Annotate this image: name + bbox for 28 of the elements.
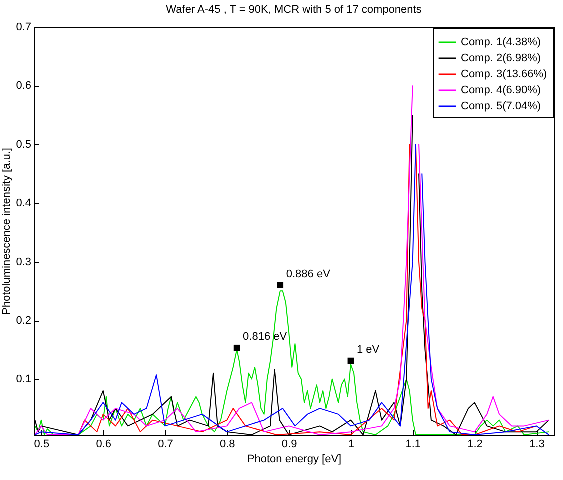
- x-tick-label: 0.6: [96, 438, 112, 450]
- y-tick-label: 0.1: [16, 374, 32, 386]
- legend-label: Comp. 5(7.04%): [461, 100, 542, 112]
- y-tick-label: 0.4: [16, 198, 32, 210]
- x-tick-label: 1: [348, 438, 355, 450]
- legend-label: Comp. 1(4.38%): [461, 36, 542, 48]
- y-tick-label: 0.3: [16, 256, 32, 268]
- x-tick-label: 1.1: [406, 438, 422, 450]
- y-tick-label: 0.5: [16, 138, 32, 151]
- legend-label: Comp. 2(6.98%): [461, 52, 542, 64]
- y-tick-label: 0.6: [16, 80, 32, 92]
- chart-title: Wafer A-45 , T = 90K, MCR with 5 of 17 components: [166, 4, 422, 16]
- y-tick-label: 0.7: [16, 22, 32, 34]
- annotation: 1 eV: [356, 344, 380, 356]
- annotation: 0.816 eV: [243, 331, 288, 344]
- annotation: 0.886 eV: [286, 268, 332, 280]
- x-tick-label: 0.7: [158, 438, 174, 450]
- x-tick-label: 0.8: [220, 438, 236, 450]
- x-tick-label: 1.2: [468, 438, 483, 450]
- legend-label: Comp. 4(6.90%): [461, 84, 542, 96]
- y-tick-label: 0.2: [16, 315, 32, 328]
- x-axis-title: Photon energy [eV]: [247, 454, 342, 466]
- x-tick-label: 1.3: [530, 438, 545, 450]
- line-series: [34, 290, 550, 435]
- legend-label: Comp. 3(13.66%): [461, 68, 548, 80]
- y-axis-title: Photoluminescence intensity [a.u.]: [1, 148, 14, 315]
- x-tick-label: 0.9: [282, 438, 298, 450]
- x-tick-label: 0.5: [34, 438, 50, 450]
